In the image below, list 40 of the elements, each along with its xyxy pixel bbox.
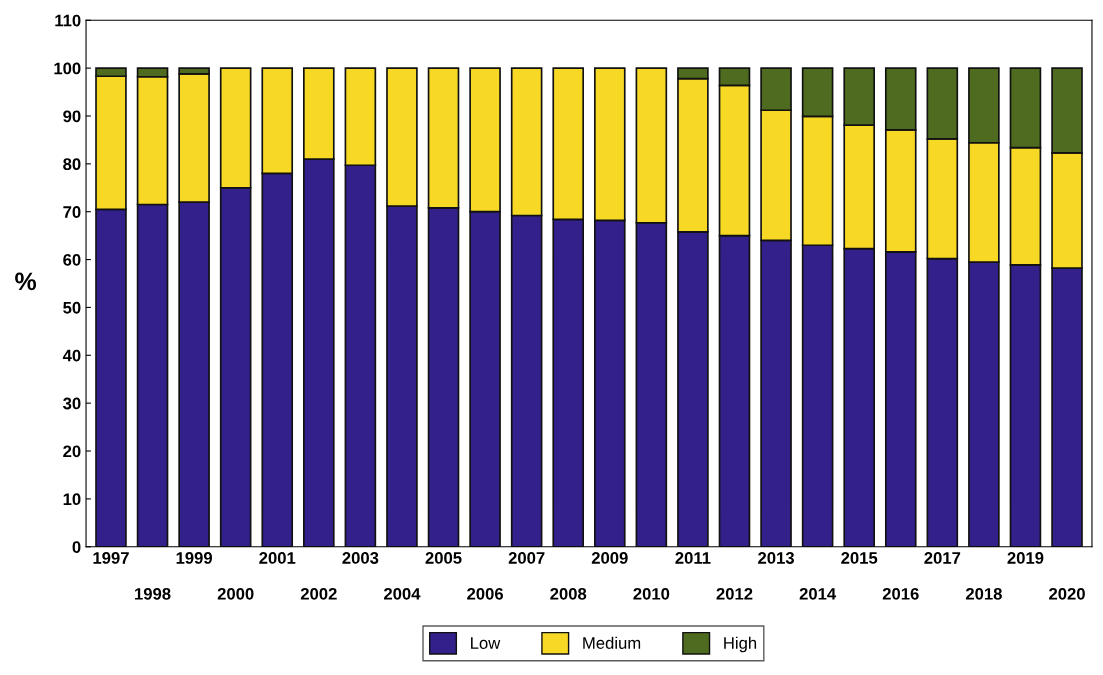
y-tick-label: 0 (72, 541, 81, 553)
x-tick-label: 2012 (716, 587, 753, 600)
y-tick-label: 90 (63, 110, 81, 123)
y-tick-label: 100 (54, 62, 81, 75)
y-tick-label: 110 (55, 14, 81, 27)
x-tick-label: 2014 (799, 587, 837, 600)
y-tick-label: 30 (63, 397, 81, 410)
y-tick-label: 60 (63, 253, 81, 266)
x-tick-label: 1998 (135, 587, 171, 600)
y-tick-label: 70 (63, 206, 81, 218)
y-tick-label: 40 (62, 349, 81, 362)
x-tick-label: 2005 (425, 552, 462, 564)
x-tick-label: 2013 (758, 552, 794, 564)
x-tick-label: 2000 (217, 587, 254, 600)
legend-label: Medium (583, 636, 641, 649)
x-tick-label: 2007 (508, 552, 545, 564)
legend-label: High (724, 636, 757, 653)
x-tick-label: 1997 (93, 552, 129, 564)
y-tick-label: 80 (63, 158, 81, 171)
x-tick-label: 2015 (841, 552, 878, 564)
x-tick-label: 2020 (1049, 587, 1085, 600)
y-tick-label: 10 (63, 493, 81, 506)
x-tick-label: 2019 (1007, 552, 1044, 564)
y-tick-label: 50 (63, 301, 81, 314)
x-tick-label: 2018 (965, 587, 1002, 600)
legend-label: Low (471, 637, 501, 649)
x-tick-label: 2008 (550, 587, 587, 600)
x-tick-label: 2004 (383, 587, 421, 600)
x-tick-label: 2002 (300, 587, 337, 600)
x-tick-label: 2009 (591, 552, 628, 564)
y-axis-title: % (15, 272, 37, 291)
x-tick-label: 2016 (882, 587, 919, 600)
y-tick-label: 20 (63, 445, 81, 458)
x-tick-label: 2017 (924, 552, 961, 564)
x-tick-label: 2010 (633, 587, 670, 600)
x-tick-label: 2001 (259, 552, 296, 564)
x-tick-label: 1999 (176, 552, 213, 564)
x-tick-label: 2006 (467, 587, 504, 600)
x-tick-label: 2011 (675, 552, 711, 564)
x-tick-label: 2003 (342, 552, 379, 564)
